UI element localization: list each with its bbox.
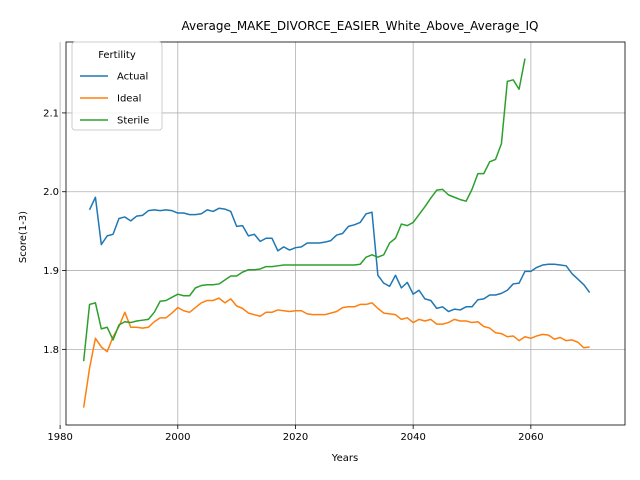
legend: Fertility Actual Ideal Sterile — [71, 41, 163, 131]
x-axis-label: Years — [331, 453, 358, 464]
x-tick-label: 2020 — [283, 432, 308, 443]
y-tick-label: 2.1 — [43, 108, 59, 119]
series-line-sterile — [82, 58, 526, 362]
legend-box — [71, 41, 163, 131]
series-line-actual — [88, 196, 591, 313]
legend-label-actual: Actual — [117, 72, 148, 83]
axes-frame — [65, 41, 626, 426]
chart-title: Average_MAKE_DIVORCE_EASIER_White_Above_… — [182, 19, 539, 33]
legend-title: Fertility — [98, 50, 136, 61]
y-axis-label: Score(1-3) — [18, 211, 29, 263]
y-tick-label: 1.9 — [43, 266, 59, 277]
legend-label-ideal: Ideal — [117, 94, 141, 105]
x-tick-label: 2060 — [518, 432, 543, 443]
x-tick-label: 1980 — [47, 432, 72, 443]
ticks: 1980 2000 2020 2040 2060 1.8 1.9 2.0 2.1 — [43, 108, 543, 443]
series-line-ideal — [82, 297, 590, 408]
y-tick-label: 1.8 — [43, 345, 59, 356]
series-lines — [82, 58, 591, 408]
y-tick-label: 2.0 — [43, 187, 59, 198]
x-tick-label: 2040 — [400, 432, 425, 443]
x-tick-label: 2000 — [165, 432, 190, 443]
legend-label-sterile: Sterile — [117, 116, 149, 127]
